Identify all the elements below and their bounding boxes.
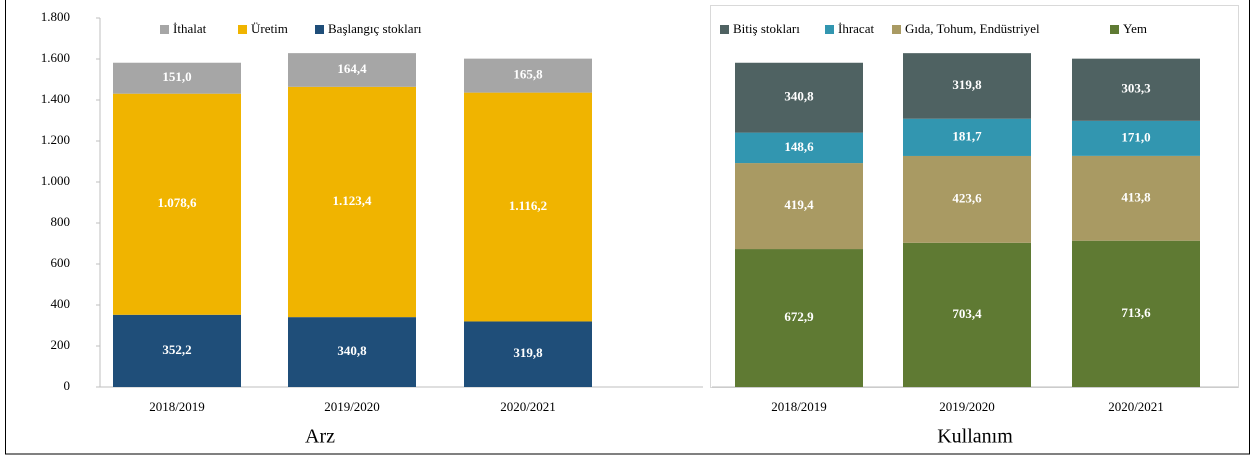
legend-label: İthalat — [173, 21, 207, 36]
chart-title: Kullanım — [937, 426, 1013, 448]
bar-segment — [735, 62, 863, 133]
legend-label: İhracat — [838, 21, 874, 36]
value-label: 713,6 — [1121, 305, 1151, 320]
y-tick-label: 800 — [51, 214, 71, 229]
bar-segment — [903, 53, 1031, 119]
value-label: 672,9 — [784, 309, 814, 324]
bar-segment — [113, 93, 241, 315]
bar-segment — [735, 132, 863, 164]
value-label: 352,2 — [162, 342, 191, 357]
bar-segment — [1072, 155, 1200, 241]
bar-segment — [903, 155, 1031, 243]
x-tick-label: 2019/2020 — [324, 399, 380, 414]
value-label: 340,8 — [337, 343, 367, 358]
legend-label: Üretim — [251, 21, 288, 36]
y-tick-label: 600 — [51, 255, 71, 270]
bar-segment — [1072, 240, 1200, 387]
bar-segment — [903, 242, 1031, 387]
x-tick-label: 2020/2021 — [1108, 399, 1164, 414]
value-label: 151,0 — [162, 69, 191, 84]
bar-segment — [288, 86, 416, 318]
bar-segment — [288, 317, 416, 387]
y-tick-label: 1.000 — [41, 173, 70, 188]
value-label: 303,3 — [1121, 81, 1151, 96]
legend-swatch — [238, 25, 247, 34]
value-label: 319,8 — [513, 345, 543, 360]
y-tick-label: 1.800 — [41, 9, 70, 24]
value-label: 423,6 — [952, 190, 982, 205]
legend-swatch — [1110, 25, 1119, 34]
bar-segment — [288, 53, 416, 87]
y-tick-label: 1.200 — [41, 132, 70, 147]
y-tick-label: 400 — [51, 296, 71, 311]
bar-segment — [735, 163, 863, 250]
value-label: 148,6 — [784, 139, 814, 154]
legend-label: Başlangıç stokları — [328, 21, 422, 36]
x-tick-label: 2019/2020 — [939, 399, 995, 414]
bar-segment — [464, 58, 592, 93]
value-label: 413,8 — [1121, 189, 1151, 204]
legend-label: Bitiş stokları — [733, 21, 800, 36]
value-label: 1.123,4 — [333, 193, 373, 208]
value-label: 181,7 — [952, 128, 982, 143]
value-label: 1.116,2 — [509, 198, 547, 213]
value-label: 171,0 — [1121, 129, 1150, 144]
bar-segment — [1072, 58, 1200, 121]
value-label: 1.078,6 — [158, 195, 198, 210]
bar-segment — [464, 321, 592, 387]
bar-segment — [113, 314, 241, 387]
value-label: 340,8 — [784, 89, 814, 104]
frame — [5, 0, 1250, 455]
legend-swatch — [315, 25, 324, 34]
bar-segment — [735, 249, 863, 387]
legend-swatch — [825, 25, 834, 34]
value-label: 419,4 — [784, 197, 814, 212]
y-tick-label: 1.400 — [41, 91, 70, 106]
value-label: 703,4 — [952, 306, 982, 321]
x-tick-label: 2018/2019 — [771, 399, 827, 414]
legend-swatch — [160, 25, 169, 34]
legend-label: Yem — [1123, 21, 1147, 36]
x-tick-label: 2020/2021 — [500, 399, 556, 414]
chart-title: Arz — [305, 426, 335, 448]
x-tick-label: 2018/2019 — [149, 399, 205, 414]
legend-swatch — [892, 25, 901, 34]
value-label: 319,8 — [952, 77, 982, 92]
value-label: 165,8 — [513, 67, 543, 82]
value-label: 164,4 — [337, 61, 367, 76]
y-tick-label: 200 — [51, 337, 71, 352]
bar-segment — [113, 62, 241, 94]
legend-swatch — [720, 25, 729, 34]
bar-segment — [903, 118, 1031, 156]
bar-segment — [1072, 120, 1200, 156]
y-tick-label: 0 — [64, 378, 71, 393]
y-tick-label: 1.600 — [41, 50, 70, 65]
bar-segment — [464, 92, 592, 322]
legend-label: Gıda, Tohum, Endüstriyel — [905, 21, 1040, 36]
